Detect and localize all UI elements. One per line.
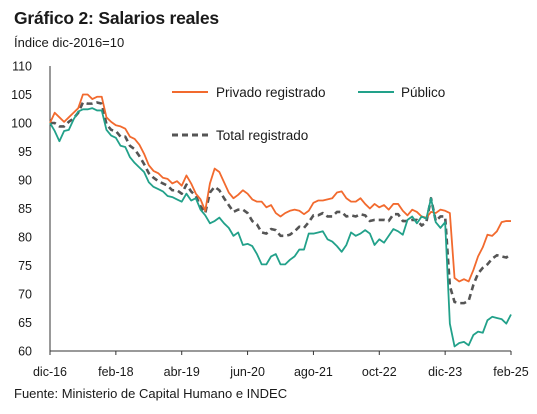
y-tick-label: 70 [18, 288, 32, 302]
chart-source: Fuente: Ministerio de Capital Humano e I… [14, 386, 288, 401]
y-axis-ticks: 60 65 70 75 80 85 90 95 100 105 110 [11, 60, 32, 359]
chart-subtitle: Índice dic-2016=10 [14, 35, 125, 50]
legend-label-total: Total registrado [216, 128, 308, 143]
series-layer [49, 93, 512, 348]
legend-label-publico: Público [401, 85, 445, 100]
x-tick-label: feb-25 [493, 365, 528, 379]
y-tick-label: 100 [11, 117, 32, 131]
chart-title: Gráfico 2: Salarios reales [14, 8, 219, 28]
y-tick-label: 95 [18, 145, 32, 159]
y-tick-label: 85 [18, 202, 32, 216]
series-line-privado-registrado [49, 93, 511, 283]
legend: Privado registrado Público Total registr… [172, 85, 445, 143]
y-tick-label: 110 [12, 60, 32, 74]
x-tick-label: dic-16 [33, 365, 67, 379]
y-tick-label: 105 [11, 88, 32, 102]
y-tick-label: 90 [18, 174, 32, 188]
y-tick-label: 75 [18, 259, 32, 273]
y-tick-label: 80 [18, 231, 32, 245]
series-line-p-blico [49, 107, 512, 348]
y-tick-label: 65 [18, 316, 32, 330]
y-tick-label: 60 [18, 345, 32, 359]
series-line-total-registrado [50, 101, 512, 305]
x-axis-ticks: dic-16 feb-18 abr-19 jun-20 ago-21 oct-22 dic-… [33, 351, 529, 379]
x-tick-label: abr-19 [164, 365, 200, 379]
x-tick-label: dic-23 [428, 365, 462, 379]
x-tick-label: jun-20 [229, 365, 265, 379]
x-tick-label: oct-22 [362, 365, 397, 379]
x-tick-label: feb-18 [98, 365, 133, 379]
x-tick-label: ago-21 [294, 365, 333, 379]
legend-label-privado: Privado registrado [216, 85, 326, 100]
